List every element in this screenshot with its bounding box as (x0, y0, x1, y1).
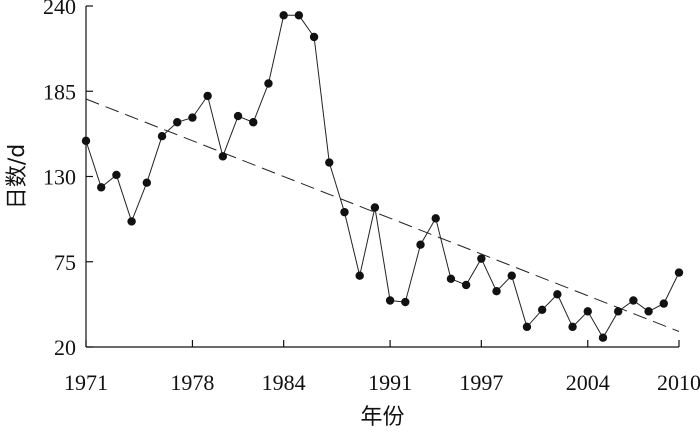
data-point (294, 11, 304, 20)
data-point (218, 152, 228, 161)
data-point (188, 113, 197, 122)
data-point (461, 280, 471, 290)
y-axis-title: 日数/d (5, 144, 30, 209)
y-tick-label: 75 (54, 250, 76, 275)
data-point (583, 307, 592, 316)
data-point (81, 136, 91, 146)
data-series (81, 11, 684, 342)
data-point (127, 217, 136, 226)
data-point (659, 299, 668, 308)
y-tick-label: 130 (43, 165, 76, 190)
x-tick-label: 1991 (368, 370, 412, 395)
y-tick-label: 185 (43, 79, 76, 104)
axes (85, 6, 679, 348)
data-point (157, 132, 167, 141)
data-point (173, 118, 182, 127)
data-point (279, 11, 288, 20)
data-point (446, 274, 456, 283)
data-point (537, 305, 547, 314)
x-ticks: 1971 1978 1984 1991 1997 2004 2010 (64, 340, 700, 395)
data-point (629, 296, 638, 305)
data-point (613, 307, 623, 316)
x-tick-label: 1978 (170, 370, 214, 395)
data-point (370, 203, 380, 212)
trend-series (85, 98, 680, 332)
data-point (644, 307, 653, 316)
series-line (85, 14, 680, 339)
data-point (568, 322, 577, 332)
data-point (233, 111, 243, 121)
y-tick-label: 240 (43, 0, 76, 19)
data-point (598, 333, 608, 342)
x-axis-title: 年份 (360, 405, 404, 430)
data-point (431, 214, 440, 223)
data-point (264, 79, 273, 88)
data-point (203, 91, 212, 101)
y-tick-label: 20 (54, 335, 76, 360)
data-point (325, 158, 334, 167)
data-point (553, 290, 562, 299)
data-point (416, 240, 425, 249)
data-point (477, 254, 486, 263)
x-tick-label: 2010 (657, 370, 700, 395)
trend-line (85, 98, 680, 332)
data-point (385, 296, 395, 305)
data-point (97, 183, 106, 192)
data-point (249, 118, 258, 127)
data-point (492, 287, 501, 296)
data-point (142, 178, 152, 187)
data-point (522, 322, 532, 332)
data-point (355, 271, 364, 280)
x-tick-label: 1984 (262, 370, 306, 395)
x-tick-label: 1971 (64, 370, 108, 395)
x-tick-label: 2004 (566, 370, 610, 395)
x-tick-label: 1997 (459, 370, 503, 395)
data-point (507, 271, 516, 280)
data-point (401, 297, 410, 307)
data-point (309, 32, 319, 42)
data-point (674, 268, 684, 277)
data-point (340, 207, 349, 217)
data-point (112, 170, 121, 180)
y-ticks: 20 75 130 185 240 (43, 0, 93, 360)
